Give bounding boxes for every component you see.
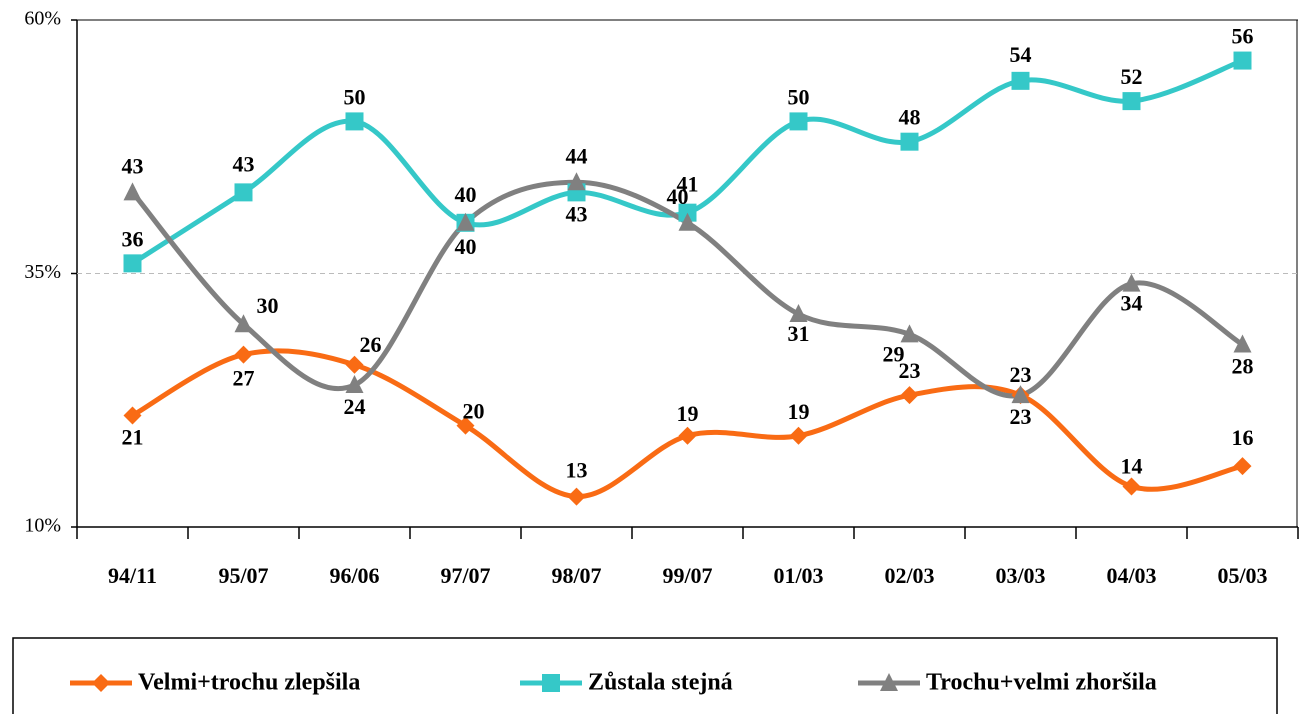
x-tick-label: 01/03 xyxy=(773,563,823,588)
data-point xyxy=(345,375,364,394)
data-label: 26 xyxy=(360,332,382,357)
data-point xyxy=(1122,273,1141,292)
data-label: 40 xyxy=(455,234,477,259)
data-label: 48 xyxy=(899,105,921,130)
data-label: 36 xyxy=(122,226,144,251)
data-label: 14 xyxy=(1121,453,1143,478)
series-line xyxy=(131,58,1244,266)
data-point xyxy=(456,416,475,435)
data-label: 44 xyxy=(566,143,588,168)
data-point xyxy=(1233,334,1252,353)
x-tick-label: 94/11 xyxy=(108,563,157,588)
data-label: 28 xyxy=(1232,354,1254,379)
data-point xyxy=(789,304,808,323)
y-tick-label: 10% xyxy=(24,515,61,537)
data-label: 56 xyxy=(1232,24,1254,49)
data-point xyxy=(900,386,919,405)
data-point xyxy=(234,314,253,333)
data-point xyxy=(678,426,697,445)
data-point xyxy=(1233,51,1252,70)
data-point xyxy=(1011,71,1030,90)
data-point xyxy=(678,212,697,231)
data-point xyxy=(345,355,364,374)
data-point xyxy=(678,203,697,222)
data-label: 54 xyxy=(1010,42,1032,67)
data-point xyxy=(1011,385,1030,404)
data-point xyxy=(1122,477,1141,496)
data-label: 24 xyxy=(344,394,366,419)
data-label: 43 xyxy=(566,201,588,226)
data-label: 43 xyxy=(122,153,144,178)
data-label: 30 xyxy=(257,293,279,318)
legend-label: Zůstala stejná xyxy=(588,670,733,696)
data-label: 23 xyxy=(1010,404,1032,429)
x-tick-label: 95/07 xyxy=(218,563,268,588)
data-label: 41 xyxy=(677,172,699,197)
data-point xyxy=(567,172,586,191)
legend-marker xyxy=(542,674,560,692)
data-label: 23 xyxy=(1010,362,1032,387)
data-label: 43 xyxy=(233,151,255,176)
data-point xyxy=(789,426,808,445)
legend: Velmi+trochu zlepšila Zůstala stejná Troch… xyxy=(12,637,1278,714)
data-point xyxy=(789,112,808,131)
legend-marker xyxy=(92,674,110,692)
legend-box xyxy=(12,637,1278,714)
data-label: 29 xyxy=(883,341,905,366)
data-point xyxy=(234,183,253,202)
data-point xyxy=(123,254,142,273)
data-label: 40 xyxy=(667,184,689,209)
data-label: 19 xyxy=(788,399,810,424)
y-tick-label: 60% xyxy=(24,8,61,30)
data-label: 52 xyxy=(1121,64,1143,89)
x-tick-label: 98/07 xyxy=(551,563,601,588)
data-point xyxy=(1122,92,1141,111)
data-point xyxy=(345,112,364,131)
x-tick-label: 04/03 xyxy=(1106,563,1156,588)
data-label: 40 xyxy=(455,182,477,207)
data-label: 50 xyxy=(344,84,366,109)
data-label: 21 xyxy=(122,425,144,450)
x-tick-label: 03/03 xyxy=(995,563,1045,588)
data-point xyxy=(123,182,142,201)
data-label: 50 xyxy=(788,84,810,109)
y-tick-label: 35% xyxy=(24,261,61,283)
data-point xyxy=(234,345,253,364)
x-tick-label: 96/06 xyxy=(329,563,379,588)
data-label: 20 xyxy=(463,399,485,424)
data-label: 27 xyxy=(233,366,255,391)
legend-label: Trochu+velmi zhoršila xyxy=(926,670,1157,696)
data-label: 34 xyxy=(1121,291,1143,316)
x-tick-label: 05/03 xyxy=(1217,563,1267,588)
data-label: 19 xyxy=(677,401,699,426)
data-label: 31 xyxy=(788,321,810,346)
data-label: 13 xyxy=(566,458,588,483)
x-tick-label: 02/03 xyxy=(884,563,934,588)
data-label: 16 xyxy=(1232,425,1254,450)
x-tick-label: 97/07 xyxy=(440,563,490,588)
legend-marker xyxy=(880,673,898,691)
data-point xyxy=(123,406,142,425)
x-tick-label: 99/07 xyxy=(662,563,712,588)
legend-label: Velmi+trochu zlepšila xyxy=(138,670,360,696)
data-point xyxy=(900,324,919,343)
data-point xyxy=(456,212,475,231)
data-point xyxy=(900,132,919,151)
data-point xyxy=(1233,457,1252,476)
data-point xyxy=(567,487,586,506)
data-label: 23 xyxy=(899,358,921,383)
